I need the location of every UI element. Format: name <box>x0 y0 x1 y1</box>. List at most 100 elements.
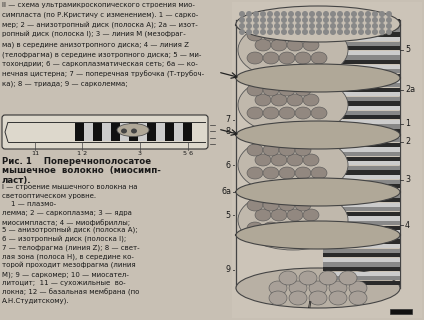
Ellipse shape <box>260 11 266 17</box>
Bar <box>323 124 400 129</box>
Ellipse shape <box>260 23 266 29</box>
Text: 2: 2 <box>405 138 410 147</box>
Ellipse shape <box>330 29 336 35</box>
Ellipse shape <box>263 52 279 64</box>
Ellipse shape <box>260 17 266 23</box>
Ellipse shape <box>239 23 245 29</box>
Bar <box>323 129 400 133</box>
Bar <box>323 221 400 225</box>
Ellipse shape <box>271 209 287 221</box>
Ellipse shape <box>358 17 364 23</box>
Ellipse shape <box>289 291 307 305</box>
FancyBboxPatch shape <box>2 115 208 149</box>
Bar <box>323 207 400 212</box>
Bar <box>323 32 400 36</box>
Text: 5: 5 <box>226 211 231 220</box>
Ellipse shape <box>344 23 350 29</box>
Text: литоцит;  11 — сухожильные  во-: литоцит; 11 — сухожильные во- <box>2 280 126 286</box>
Text: тохондрии; 6 — саркоплазматическая сеть; 6a — ко-: тохондрии; 6 — саркоплазматическая сеть;… <box>2 61 198 67</box>
Ellipse shape <box>337 17 343 23</box>
Bar <box>323 212 400 216</box>
Ellipse shape <box>253 29 259 35</box>
Ellipse shape <box>349 281 367 295</box>
Ellipse shape <box>269 291 287 305</box>
Bar <box>323 148 400 152</box>
Ellipse shape <box>279 271 297 285</box>
Ellipse shape <box>287 39 303 51</box>
Ellipse shape <box>295 11 301 17</box>
Bar <box>323 161 400 165</box>
Ellipse shape <box>311 52 327 64</box>
Ellipse shape <box>309 291 327 305</box>
Ellipse shape <box>263 144 279 156</box>
Ellipse shape <box>295 52 311 64</box>
Ellipse shape <box>337 23 343 29</box>
Bar <box>323 180 400 184</box>
Ellipse shape <box>329 291 347 305</box>
Ellipse shape <box>295 23 301 29</box>
Ellipse shape <box>247 144 263 156</box>
Ellipse shape <box>323 11 329 17</box>
Bar <box>323 258 400 262</box>
Ellipse shape <box>309 17 315 23</box>
Ellipse shape <box>358 29 364 35</box>
Ellipse shape <box>379 23 385 29</box>
Ellipse shape <box>323 23 329 29</box>
Ellipse shape <box>279 84 295 96</box>
Ellipse shape <box>372 29 378 35</box>
Ellipse shape <box>274 17 280 23</box>
Ellipse shape <box>121 129 127 133</box>
Ellipse shape <box>269 281 287 295</box>
Ellipse shape <box>267 29 273 35</box>
Ellipse shape <box>246 23 252 29</box>
Bar <box>323 106 400 110</box>
Ellipse shape <box>323 17 329 23</box>
Ellipse shape <box>337 11 343 17</box>
Ellipse shape <box>349 291 367 305</box>
Bar <box>323 19 400 23</box>
Text: II — схема ультрамикроскопического строения мио-: II — схема ультрамикроскопического строе… <box>2 2 195 8</box>
Text: Рис. 1    Поперечнополосатое: Рис. 1 Поперечнополосатое <box>2 157 151 166</box>
Bar <box>323 249 400 253</box>
Ellipse shape <box>274 11 280 17</box>
Bar <box>323 276 400 280</box>
Text: торой проходит мезофрагма (линия: торой проходит мезофрагма (линия <box>2 262 136 269</box>
Bar <box>323 65 400 69</box>
Ellipse shape <box>309 11 315 17</box>
Text: 4: 4 <box>405 220 410 229</box>
Text: мер; 2 — анизотропный диск (полоска A); 2a — изот-: мер; 2 — анизотропный диск (полоска A); … <box>2 22 198 28</box>
Ellipse shape <box>288 29 294 35</box>
Bar <box>323 244 400 248</box>
Ellipse shape <box>281 17 287 23</box>
Ellipse shape <box>274 29 280 35</box>
Bar <box>323 216 400 220</box>
Bar <box>323 152 400 156</box>
Bar <box>120 123 129 141</box>
Bar <box>102 123 111 141</box>
Ellipse shape <box>279 222 295 234</box>
Bar <box>323 175 400 179</box>
Bar <box>323 198 400 202</box>
Ellipse shape <box>311 107 327 119</box>
Ellipse shape <box>295 29 301 35</box>
Ellipse shape <box>279 52 295 64</box>
Ellipse shape <box>288 11 294 17</box>
Ellipse shape <box>263 222 279 234</box>
Text: II: II <box>308 301 312 310</box>
Bar <box>323 203 400 207</box>
Ellipse shape <box>260 29 266 35</box>
Ellipse shape <box>330 17 336 23</box>
Text: мышечное  волокно  (миосимп-: мышечное волокно (миосимп- <box>2 166 161 175</box>
Text: 6a: 6a <box>221 188 231 196</box>
Ellipse shape <box>303 209 319 221</box>
Bar <box>323 138 400 142</box>
Bar <box>323 193 400 197</box>
Text: 5: 5 <box>405 45 410 54</box>
Ellipse shape <box>358 23 364 29</box>
Bar <box>323 235 400 239</box>
Ellipse shape <box>319 271 337 285</box>
Bar <box>323 74 400 78</box>
Bar <box>323 83 400 87</box>
Ellipse shape <box>330 11 336 17</box>
Bar <box>111 123 120 141</box>
